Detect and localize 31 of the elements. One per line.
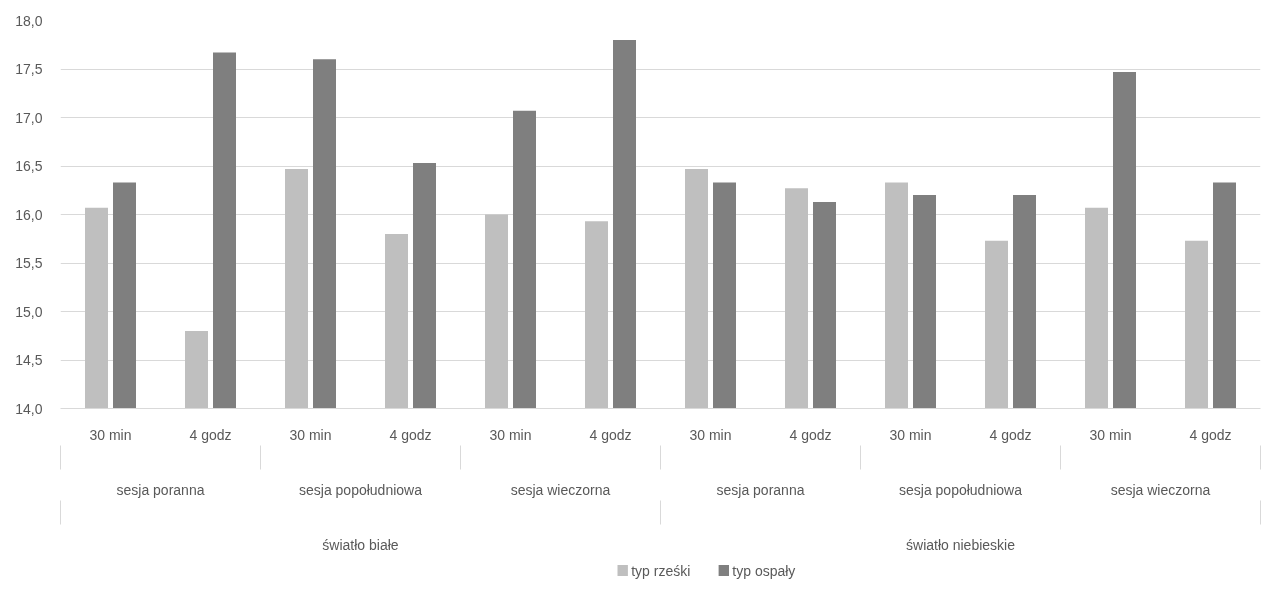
x-tick-label: 4 godz	[789, 426, 832, 443]
text: sesja poranna	[716, 481, 805, 498]
y-tick-label: 14,5	[15, 352, 43, 368]
y-tick-label: 14,0	[15, 400, 43, 417]
x-tick-label: 30 min	[89, 426, 132, 443]
text: światło białe	[322, 536, 399, 553]
x-tick-label: 30 min	[889, 426, 932, 443]
x-tick-label: 4 godz	[189, 426, 232, 443]
y-tick-label: 16,0	[15, 206, 43, 223]
x-tick-label: 4 godz	[389, 426, 432, 443]
y-tick-label: 15,0	[15, 303, 43, 320]
x-tick-label: 30 min	[489, 426, 532, 443]
y-tick-label: 15,5	[15, 255, 43, 271]
legend-label: typ rześki	[631, 562, 691, 579]
x-tick-label: 4 godz	[589, 426, 632, 443]
legend-label: typ ospały	[732, 562, 796, 579]
y-tick-label: 17,5	[15, 61, 43, 77]
x-tick-label: 30 min	[689, 426, 732, 443]
y-tick-label: 16,5	[15, 158, 43, 174]
text: sesja poranna	[116, 481, 205, 498]
text: światło niebieskie	[906, 536, 1016, 553]
text: sesja popołudniowa	[299, 481, 423, 498]
y-tick-label: 17,0	[15, 109, 43, 126]
text: sesja popołudniowa	[899, 481, 1023, 498]
x-tick-label: 4 godz	[1189, 426, 1232, 443]
text: sesja wieczorna	[510, 481, 611, 498]
x-tick-label: 30 min	[289, 426, 332, 443]
x-tick-label: 4 godz	[989, 426, 1032, 443]
y-tick-label: 18,0	[15, 12, 43, 29]
text: sesja wieczorna	[1110, 481, 1211, 498]
x-tick-label: 30 min	[1089, 426, 1132, 443]
